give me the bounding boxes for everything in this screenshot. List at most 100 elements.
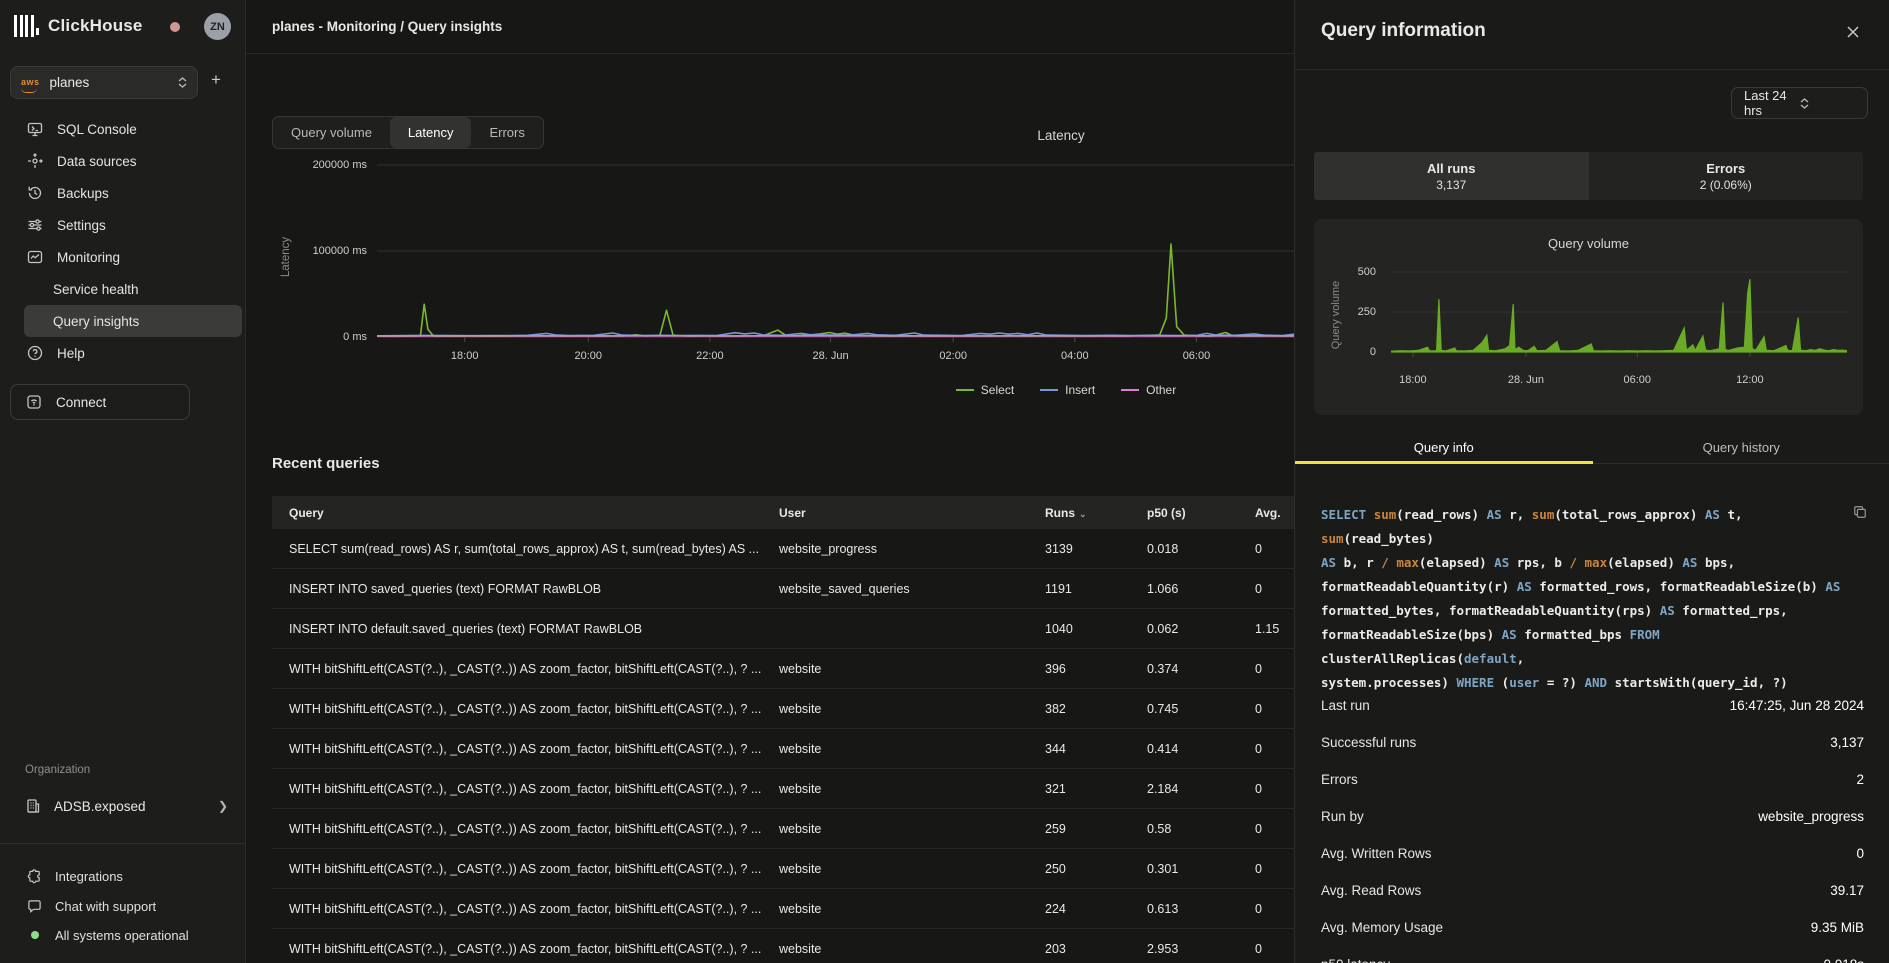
sidebar-nav: SQL Console Data sources Backups Setting…	[0, 113, 246, 369]
stat-label: Errors	[1321, 772, 1358, 787]
organization-icon	[25, 798, 41, 814]
x-tick-label: 02:00	[939, 350, 967, 362]
legend-item-insert[interactable]: Insert	[1040, 383, 1095, 397]
table-row[interactable]: WITH bitShiftLeft(CAST(?..), _CAST(?..))…	[272, 769, 1320, 809]
cell-user: website	[779, 702, 1045, 716]
notification-dot[interactable]	[170, 22, 180, 32]
monitoring-icon	[27, 249, 43, 265]
segment-all-runs[interactable]: All runs 3,137	[1314, 152, 1589, 200]
service-selector[interactable]: aws planes	[10, 66, 198, 99]
table-row[interactable]: INSERT INTO saved_queries (text) FORMAT …	[272, 569, 1320, 609]
stat-value: 3,137	[1830, 735, 1864, 750]
data-sources-icon	[27, 153, 43, 169]
legend-label: Other	[1146, 383, 1176, 397]
col-header-runs[interactable]: Runs⌄	[1045, 506, 1147, 520]
sidebar-item-integrations[interactable]: Integrations	[0, 861, 246, 891]
sidebar-item-help[interactable]: Help	[0, 337, 246, 369]
sidebar-item-label: Settings	[57, 218, 106, 233]
segment-label: Errors	[1706, 161, 1745, 176]
table-row[interactable]: WITH bitShiftLeft(CAST(?..), _CAST(?..))…	[272, 649, 1320, 689]
legend-item-other[interactable]: Other	[1121, 383, 1176, 397]
legend-label: Select	[981, 383, 1014, 397]
cell-p50: 0.613	[1147, 902, 1255, 916]
footer-item-label: Chat with support	[55, 899, 156, 914]
latency-ytick-200000: 200000 ms	[279, 159, 367, 171]
table-row[interactable]: INSERT INTO default.saved_queries (text)…	[272, 609, 1320, 649]
cell-query: WITH bitShiftLeft(CAST(?..), _CAST(?..))…	[272, 942, 779, 956]
cell-p50: 2.953	[1147, 942, 1255, 956]
sidebar-item-chat-support[interactable]: Chat with support	[0, 891, 246, 921]
tab-query-info[interactable]: Query info	[1295, 434, 1593, 463]
volume-ytick-250: 250	[1336, 306, 1376, 318]
sidebar-item-query-insights[interactable]: Query insights	[24, 305, 242, 337]
stat-row: Avg. Written Rows 0	[1321, 835, 1864, 872]
select-updown-icon	[178, 77, 187, 88]
sidebar-item-monitoring[interactable]: Monitoring	[0, 241, 246, 273]
table-row[interactable]: WITH bitShiftLeft(CAST(?..), _CAST(?..))…	[272, 809, 1320, 849]
table-row[interactable]: WITH bitShiftLeft(CAST(?..), _CAST(?..))…	[272, 849, 1320, 889]
tab-latency[interactable]: Latency	[390, 117, 472, 148]
time-range-select[interactable]: Last 24 hrs	[1731, 87, 1868, 119]
close-icon[interactable]	[1845, 24, 1863, 42]
cell-query: SELECT sum(read_rows) AS r, sum(total_ro…	[272, 542, 779, 556]
tab-errors[interactable]: Errors	[471, 117, 542, 148]
brand-name: ClickHouse	[48, 16, 143, 36]
sidebar-item-service-health[interactable]: Service health	[0, 273, 246, 305]
segment-errors[interactable]: Errors 2 (0.06%)	[1589, 152, 1864, 200]
sidebar-item-backups[interactable]: Backups	[0, 177, 246, 209]
table-row[interactable]: SELECT sum(read_rows) AS r, sum(total_ro…	[272, 529, 1320, 569]
table-row[interactable]: WITH bitShiftLeft(CAST(?..), _CAST(?..))…	[272, 929, 1320, 963]
sidebar-item-label: Monitoring	[57, 250, 120, 265]
stat-row: Run by website_progress	[1321, 798, 1864, 835]
copy-icon[interactable]	[1853, 505, 1867, 524]
avatar[interactable]: ZN	[204, 13, 231, 40]
cell-runs: 396	[1045, 662, 1147, 676]
sidebar-item-label: Data sources	[57, 154, 137, 169]
add-service-button[interactable]: +	[211, 70, 221, 90]
latency-ytick-100000: 100000 ms	[279, 245, 367, 257]
col-header-user[interactable]: User	[779, 506, 1045, 520]
sidebar-item-settings[interactable]: Settings	[0, 209, 246, 241]
sidebar-item-data-sources[interactable]: Data sources	[0, 145, 246, 177]
x-tick-label: 20:00	[574, 350, 602, 362]
table-row[interactable]: WITH bitShiftLeft(CAST(?..), _CAST(?..))…	[272, 889, 1320, 929]
legend-line-icon	[1040, 389, 1058, 391]
stat-row: Avg. Read Rows 39.17	[1321, 872, 1864, 909]
time-range-value: Last 24 hrs	[1744, 88, 1800, 118]
query-volume-chart[interactable]	[1391, 264, 1847, 359]
cell-runs: 1040	[1045, 622, 1147, 636]
panel-tabs: Query info Query history	[1295, 434, 1889, 464]
cell-p50: 0.745	[1147, 702, 1255, 716]
latency-chart[interactable]	[377, 150, 1320, 350]
sidebar-item-system-status[interactable]: All systems operational	[0, 920, 246, 950]
legend-item-select[interactable]: Select	[956, 383, 1014, 397]
col-header-p50[interactable]: p50 (s)	[1147, 506, 1255, 520]
segment-label: All runs	[1427, 161, 1475, 176]
cell-p50: 0.374	[1147, 662, 1255, 676]
cell-user: website	[779, 902, 1045, 916]
stat-row: Errors 2	[1321, 761, 1864, 798]
stat-value: 0	[1856, 846, 1864, 861]
col-header-query[interactable]: Query	[272, 506, 779, 520]
app-root: ClickHouse ZN aws planes + SQL Console	[0, 0, 1889, 963]
code-line: formatted_bytes, formatReadableQuantity(…	[1321, 599, 1861, 623]
panel-title: Query information	[1321, 20, 1486, 42]
stat-row: p50 latency 0.018s	[1321, 946, 1864, 963]
sql-code-block[interactable]: SELECT sum(read_rows) AS r, sum(total_ro…	[1321, 503, 1861, 695]
query-information-panel: Query information Last 24 hrs All runs 3…	[1294, 0, 1889, 963]
tab-query-volume[interactable]: Query volume	[273, 117, 390, 148]
connect-button[interactable]: Connect	[10, 384, 190, 420]
tab-query-history[interactable]: Query history	[1593, 434, 1889, 463]
segment-value: 2 (0.06%)	[1700, 178, 1752, 192]
stat-label: Avg. Read Rows	[1321, 883, 1421, 898]
table-row[interactable]: WITH bitShiftLeft(CAST(?..), _CAST(?..))…	[272, 729, 1320, 769]
table-row[interactable]: WITH bitShiftLeft(CAST(?..), _CAST(?..))…	[272, 689, 1320, 729]
clickhouse-logo-icon	[14, 15, 39, 37]
organization-item[interactable]: ADSB.exposed ❯	[0, 790, 246, 822]
cell-query: WITH bitShiftLeft(CAST(?..), _CAST(?..))…	[272, 902, 779, 916]
stat-label: Avg. Written Rows	[1321, 846, 1432, 861]
chevron-right-icon: ❯	[218, 799, 228, 813]
cell-query: WITH bitShiftLeft(CAST(?..), _CAST(?..))…	[272, 742, 779, 756]
cell-runs: 203	[1045, 942, 1147, 956]
sidebar-item-sql-console[interactable]: SQL Console	[0, 113, 246, 145]
